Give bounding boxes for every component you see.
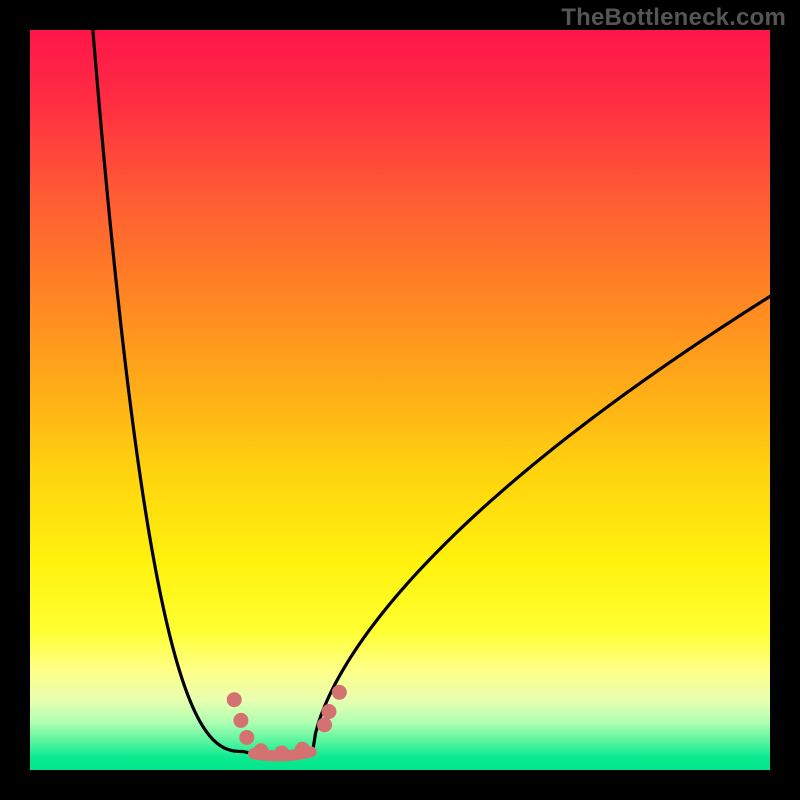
valley-dot: [253, 743, 268, 758]
chart-svg: [0, 0, 800, 800]
valley-dot: [233, 713, 248, 728]
valley-dot: [239, 730, 254, 745]
valley-dot: [321, 704, 336, 719]
valley-dot: [332, 685, 347, 700]
valley-dot: [227, 692, 242, 707]
chart-frame: TheBottleneck.com: [0, 0, 800, 800]
valley-dot: [295, 742, 310, 757]
valley-dot: [274, 745, 289, 760]
valley-dot: [317, 717, 332, 732]
watermark-text: TheBottleneck.com: [561, 4, 786, 32]
gradient-bg: [30, 30, 770, 770]
